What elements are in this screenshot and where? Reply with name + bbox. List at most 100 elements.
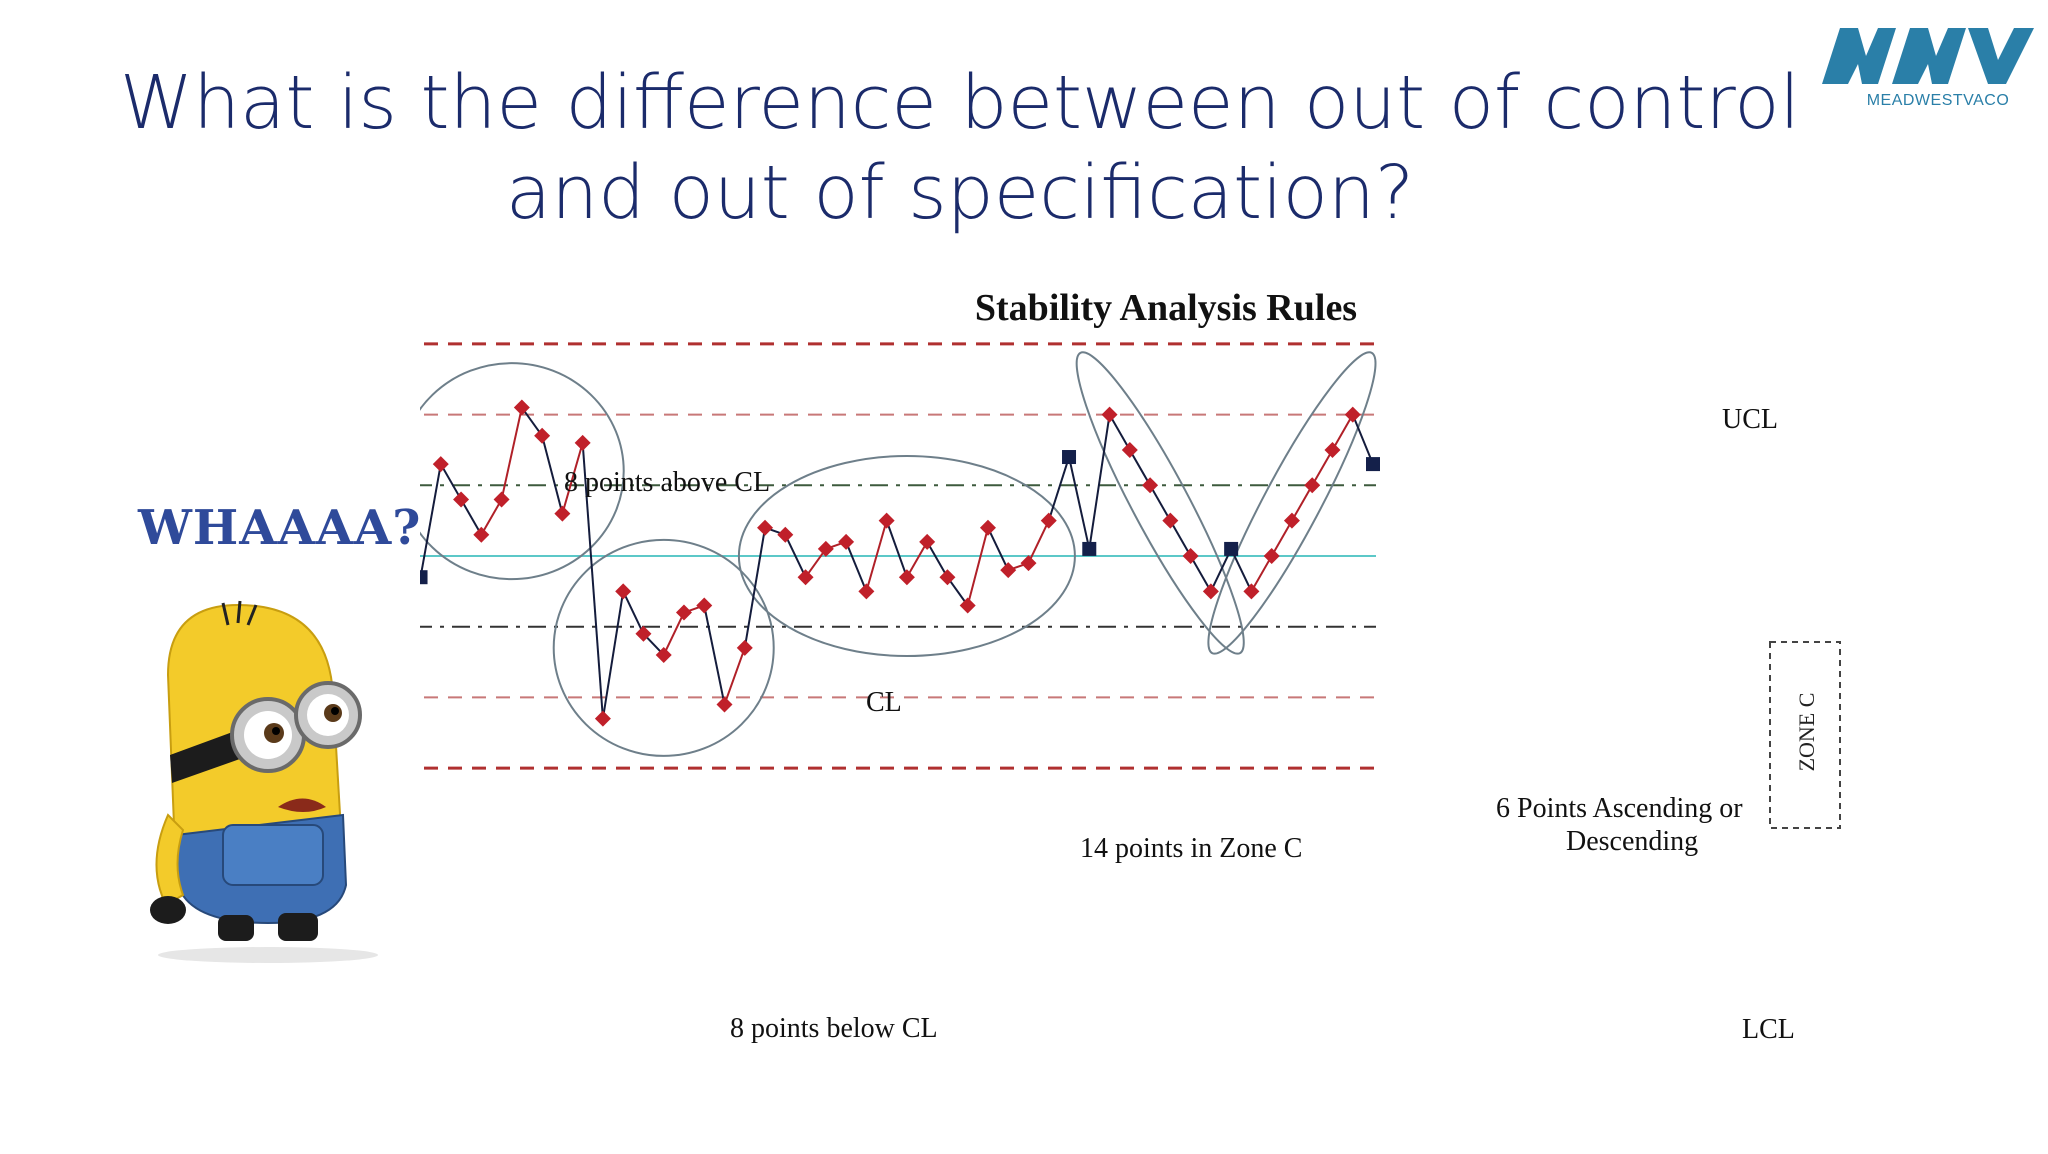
- control-chart: Stability Analysis Rules ZONE C UCL CL L…: [373, 287, 1841, 1045]
- series-segment: [865, 520, 888, 592]
- line-label-ucl: UCL: [1722, 404, 1778, 435]
- data-point: [1121, 441, 1138, 458]
- series-segment: [1149, 484, 1172, 522]
- data-point: [696, 597, 713, 614]
- series-segment: [926, 541, 949, 578]
- data-points: [373, 399, 1380, 727]
- series-segment: [1230, 548, 1253, 592]
- series-segment: [743, 527, 767, 649]
- rule-ellipses: [398, 351, 1377, 757]
- series-segment: [1047, 456, 1070, 521]
- series-segment: [1311, 449, 1334, 486]
- data-point: [432, 456, 449, 473]
- data-point: [1101, 406, 1118, 423]
- ellipse-below-cl: [552, 538, 775, 757]
- zone-c-label: ZONE C: [1794, 693, 1819, 772]
- series-segment: [906, 541, 929, 578]
- series-segment: [500, 407, 523, 500]
- series-segment: [581, 442, 604, 719]
- data-point: [878, 512, 895, 529]
- data-point: [1000, 562, 1017, 579]
- data-point: [1182, 548, 1199, 564]
- data-point: [919, 533, 936, 550]
- series-segment: [804, 548, 827, 578]
- chart-annotations: UCL CL LCL 8 points above CL 8 points be…: [564, 404, 1795, 1045]
- series-segment: [480, 498, 503, 536]
- series-segment: [1088, 414, 1111, 550]
- series-segment: [1027, 520, 1050, 564]
- series-segment: [784, 534, 807, 578]
- logo-subtitle: MEADWESTVACO: [1866, 92, 2010, 109]
- data-point: [939, 569, 956, 586]
- annotation-below-cl: 8 points below CL: [730, 1013, 938, 1044]
- data-point: [1304, 477, 1321, 494]
- data-point: [838, 533, 855, 550]
- series-segment: [1291, 484, 1314, 522]
- series-segment: [1270, 520, 1293, 557]
- series-segment: [1108, 414, 1131, 451]
- series-segment: [1209, 548, 1233, 592]
- series-segment: [521, 406, 543, 437]
- data-point: [1162, 512, 1179, 529]
- ellipse-trend-up: [1207, 351, 1377, 655]
- data-point: [1324, 441, 1341, 458]
- series-segment: [541, 435, 564, 514]
- mwv-logo: [1822, 28, 2034, 84]
- data-point: [777, 526, 794, 543]
- series-segment: [1331, 414, 1354, 451]
- line-label-cl: CL: [866, 687, 902, 718]
- data-point: [1224, 541, 1239, 556]
- series-segment: [1169, 520, 1192, 557]
- data-point: [675, 604, 692, 621]
- series-segment: [885, 520, 908, 578]
- data-point: [1020, 555, 1037, 572]
- chart-title: Stability Analysis Rules: [975, 287, 1357, 329]
- annotation-trend-line2: Descending: [1566, 826, 1698, 857]
- data-point: [473, 526, 490, 543]
- data-point: [817, 540, 834, 557]
- series-segment: [460, 498, 483, 536]
- series-segment: [845, 541, 868, 592]
- series-segment: [1250, 555, 1273, 592]
- data-point: [716, 696, 733, 713]
- data-point: [655, 646, 672, 663]
- ellipse-trend-down: [1075, 351, 1245, 655]
- series-segment: [1351, 414, 1374, 465]
- data-point: [1283, 512, 1300, 529]
- annotation-zone-c: 14 points in Zone C: [1080, 833, 1302, 864]
- data-point: [554, 505, 571, 522]
- data-point: [534, 427, 551, 444]
- data-point: [1366, 457, 1380, 472]
- data-point: [959, 597, 976, 614]
- minion-illustration: [150, 600, 378, 963]
- data-point: [413, 570, 428, 585]
- data-point: [858, 583, 875, 600]
- data-point: [757, 519, 774, 536]
- data-point: [635, 625, 652, 642]
- annotation-trend-line1: 6 Points Ascending or: [1496, 793, 1743, 824]
- series-segment: [946, 576, 969, 607]
- series-segment: [601, 591, 625, 719]
- chart-panel: Stability Analysis Rules ZONE C UCL CL L…: [373, 270, 1920, 1150]
- series-segment: [622, 590, 645, 635]
- zone-c-box: ZONE C: [1769, 641, 1841, 829]
- series-segment: [966, 527, 989, 606]
- series-segment: [419, 463, 442, 578]
- data-point: [1344, 406, 1361, 423]
- data-point: [1082, 541, 1097, 556]
- annotation-above-cl: 8 points above CL: [564, 467, 770, 498]
- series-segment: [1068, 456, 1091, 550]
- data-point: [797, 569, 814, 586]
- data-point: [736, 639, 753, 656]
- series-segment: [662, 612, 685, 656]
- ellipse-zone-c: [737, 455, 1076, 657]
- data-point: [493, 491, 510, 508]
- data-point: [513, 399, 530, 416]
- series-segment: [399, 485, 422, 578]
- data-point: [1202, 583, 1219, 600]
- series-segment: [703, 605, 726, 705]
- data-point: [1263, 548, 1280, 564]
- series-segment: [1128, 449, 1151, 486]
- data-point: [594, 710, 611, 727]
- slide-title: What is the difference between out of co…: [119, 60, 1801, 236]
